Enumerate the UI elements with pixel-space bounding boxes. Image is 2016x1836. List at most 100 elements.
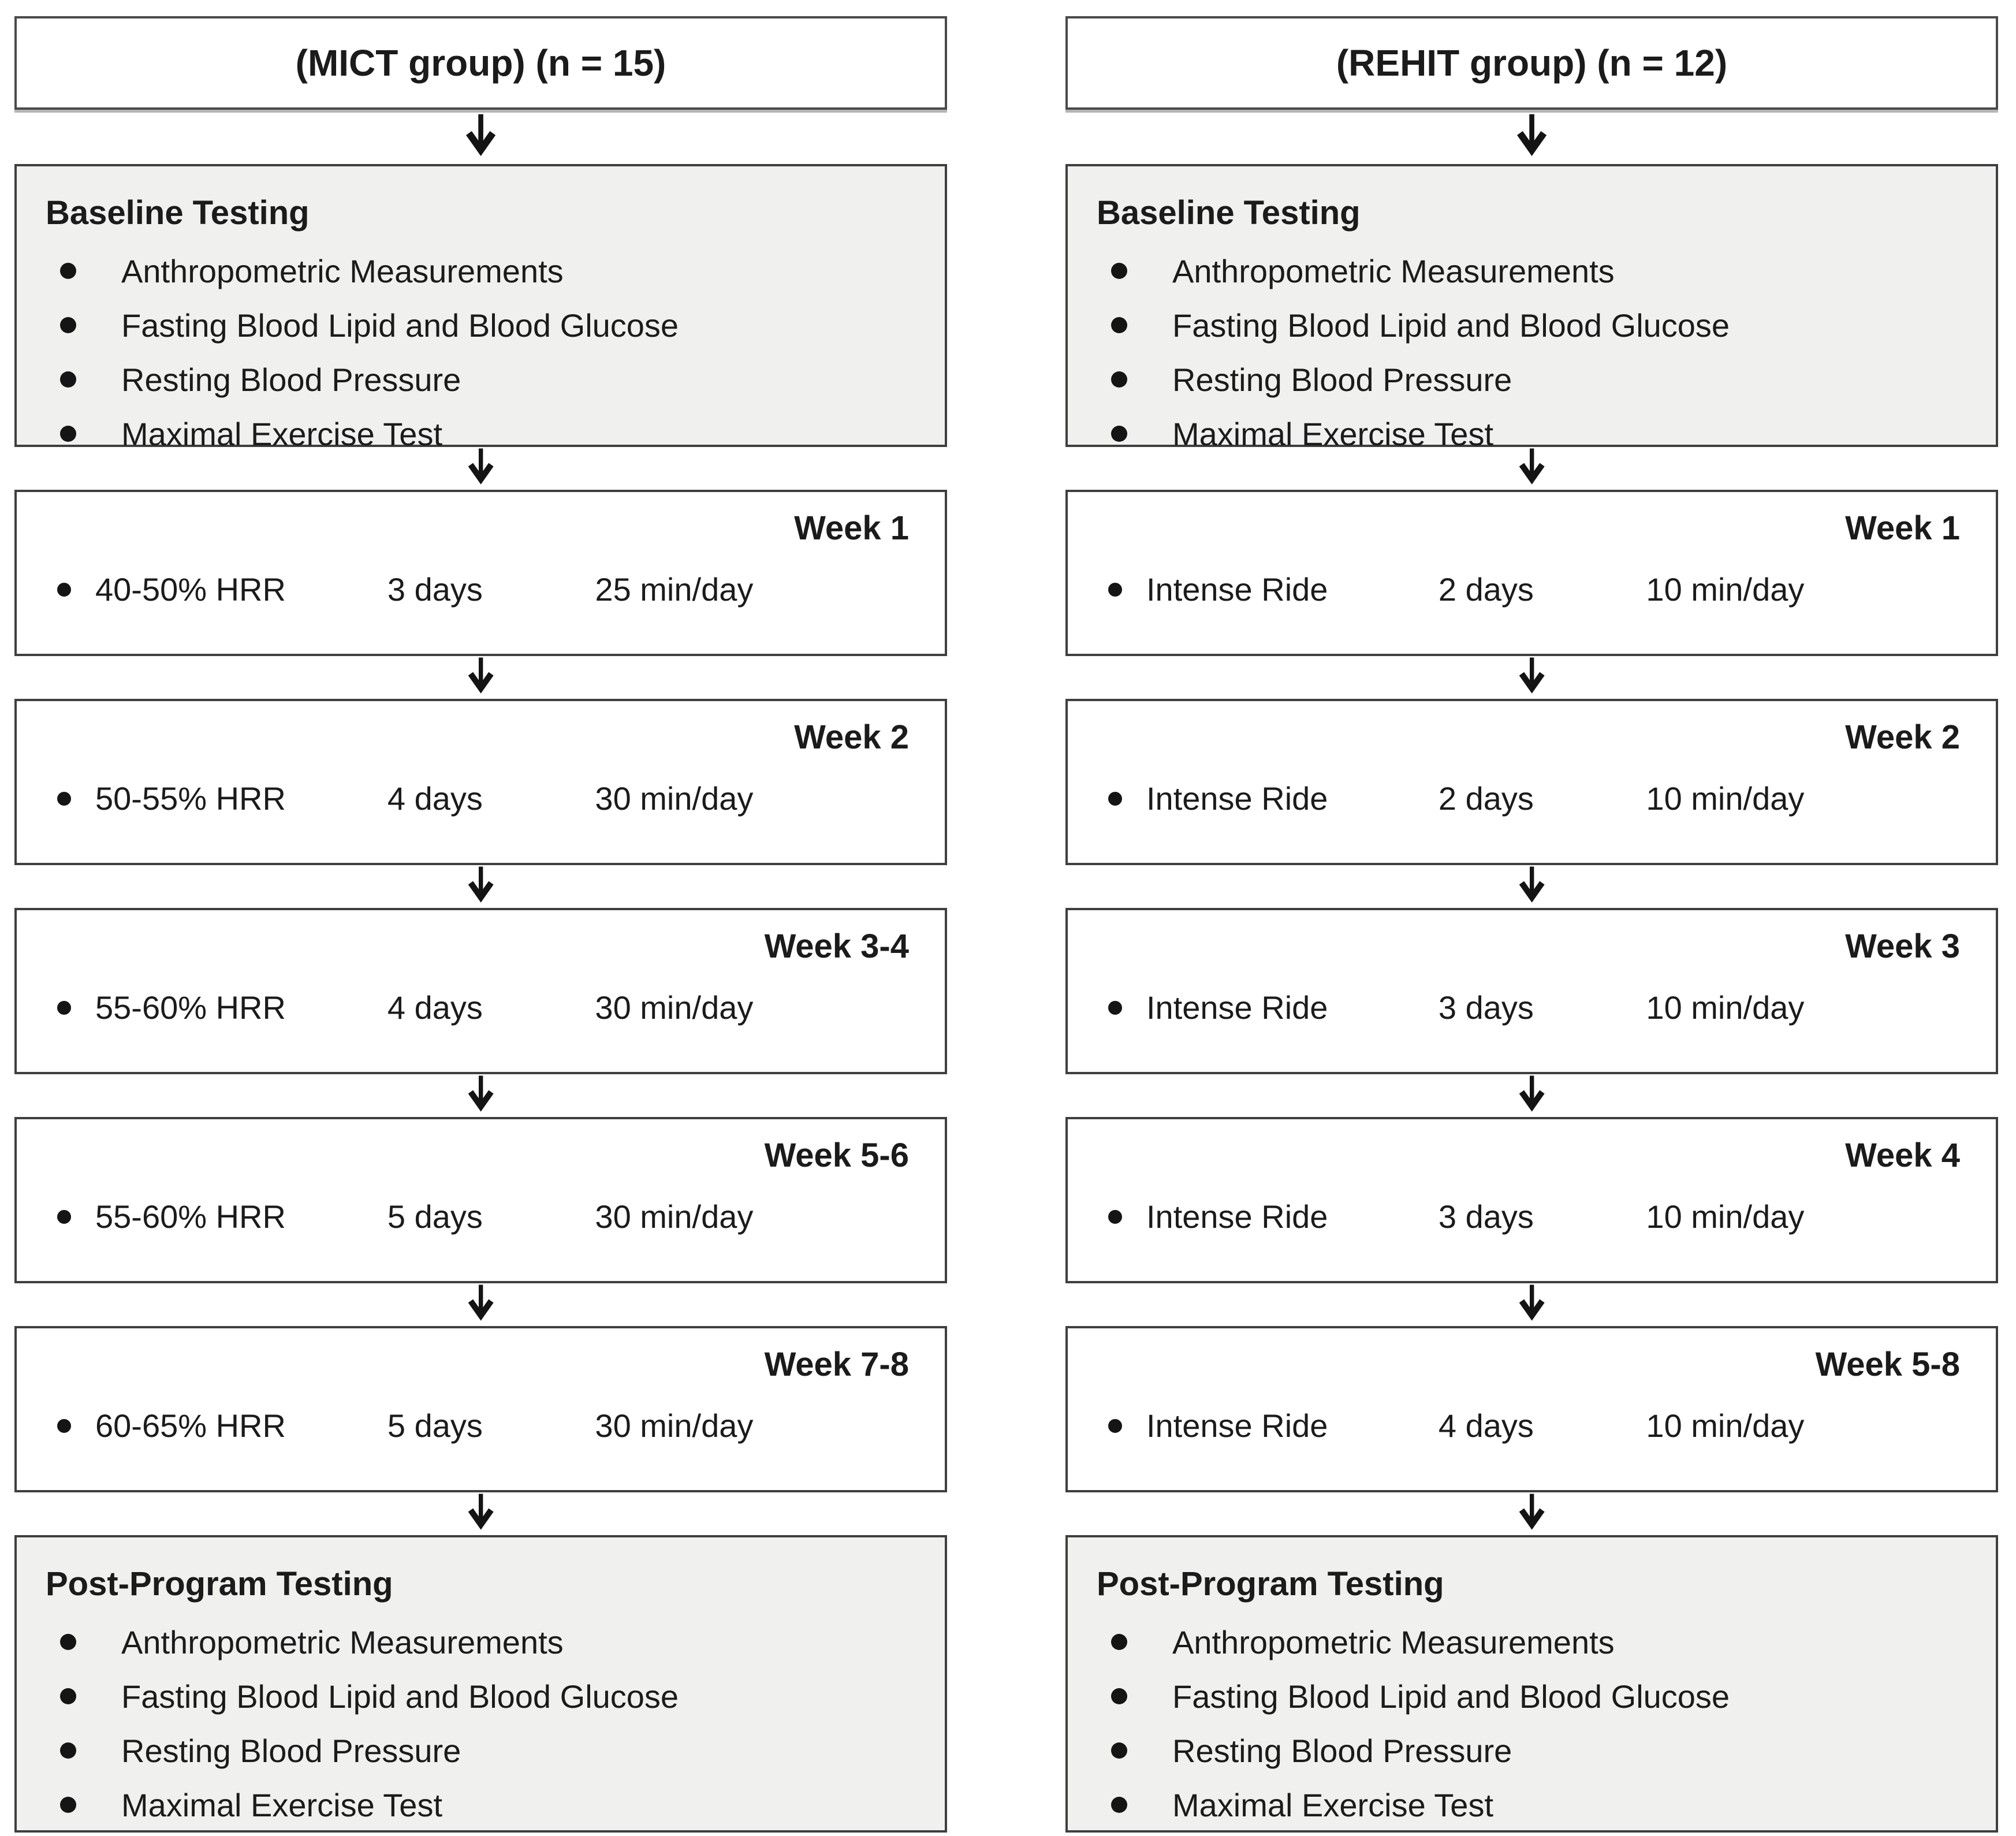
week-label: Week 2 <box>794 718 909 756</box>
post-program-item-label: Fasting Blood Lipid and Blood Glucose <box>121 1678 679 1715</box>
week-days: 4 days <box>1438 1407 1534 1444</box>
week-duration: 30 min/day <box>595 1198 754 1235</box>
week-days: 3 days <box>387 571 483 608</box>
down-arrow-icon <box>1519 1075 1545 1112</box>
post-program-item-label: Anthropometric Measurements <box>121 1623 564 1660</box>
week-intensity-label: Intense Ride <box>1146 989 1328 1026</box>
week-days: 3 days <box>1438 989 1534 1026</box>
down-arrow-icon <box>468 448 494 485</box>
week-row: Intense Ride 2 days 10 min/day <box>1068 780 1996 817</box>
bullet-icon <box>57 1209 71 1224</box>
week-intensity: 40-50% HRR <box>17 571 324 608</box>
down-arrow-icon <box>1519 866 1545 903</box>
flow-connector <box>14 1283 947 1326</box>
bullet-icon <box>1108 791 1122 806</box>
week-intensity: 50-55% HRR <box>17 780 324 817</box>
week-intensity-label: 50-55% HRR <box>95 780 286 817</box>
week-duration: 10 min/day <box>1646 1407 1805 1444</box>
flow-connector <box>14 1492 947 1535</box>
bullet-icon <box>60 1688 76 1704</box>
group-title: (MICT group) (n = 15) <box>295 42 666 84</box>
post-program-item: Resting Blood Pressure <box>46 1723 916 1778</box>
flow-connector <box>1065 1492 1998 1535</box>
baseline-item-label: Resting Blood Pressure <box>1172 361 1512 398</box>
post-program-heading: Post-Program Testing <box>46 1565 393 1603</box>
post-program-item-label: Anthropometric Measurements <box>1172 1623 1615 1660</box>
week-row: 55-60% HRR 4 days 30 min/day <box>17 989 945 1026</box>
week-box: Week 3 Intense Ride 3 days 10 min/day <box>1065 908 1998 1074</box>
week-duration: 10 min/day <box>1646 1198 1805 1235</box>
baseline-item: Maximal Exercise Test <box>46 407 916 461</box>
week-duration: 30 min/day <box>595 989 754 1026</box>
baseline-box: Baseline Testing Anthropometric Measurem… <box>14 164 947 452</box>
flow-connector <box>1065 656 1998 699</box>
post-program-item: Fasting Blood Lipid and Blood Glucose <box>1097 1669 1967 1723</box>
week-intensity-label: Intense Ride <box>1146 1407 1328 1444</box>
bullet-icon <box>1111 1797 1127 1813</box>
baseline-item: Anthropometric Measurements <box>1097 244 1967 298</box>
bullet-icon <box>60 371 76 388</box>
group-title-box: (REHIT group) (n = 12) <box>1065 16 1998 110</box>
baseline-item: Resting Blood Pressure <box>46 352 916 407</box>
week-box: Week 2 Intense Ride 2 days 10 min/day <box>1065 699 1998 865</box>
down-arrow-icon <box>468 1284 494 1321</box>
down-arrow-icon <box>1519 448 1545 485</box>
week-row: 50-55% HRR 4 days 30 min/day <box>17 780 945 817</box>
bullet-icon <box>60 317 76 333</box>
flow-connector <box>14 1074 947 1117</box>
baseline-item-label: Fasting Blood Lipid and Blood Glucose <box>121 307 679 344</box>
week-days: 3 days <box>1438 1198 1534 1235</box>
post-program-list: Anthropometric Measurements Fasting Bloo… <box>1097 1615 1967 1832</box>
bullet-icon <box>1108 582 1122 597</box>
week-duration: 30 min/day <box>595 1407 754 1444</box>
bullet-icon <box>57 1418 71 1433</box>
week-days: 4 days <box>387 989 483 1026</box>
baseline-item-label: Resting Blood Pressure <box>121 361 461 398</box>
baseline-item-label: Anthropometric Measurements <box>121 252 564 289</box>
bullet-icon <box>60 1742 76 1759</box>
bullet-icon <box>1111 1742 1127 1759</box>
week-row: Intense Ride 3 days 10 min/day <box>1068 989 1996 1026</box>
week-label: Week 2 <box>1845 718 1960 756</box>
week-intensity-label: 60-65% HRR <box>95 1407 286 1444</box>
rehit-column: (REHIT group) (n = 12) Baseline Testing … <box>1065 16 1998 1833</box>
flow-connector <box>1065 1074 1998 1117</box>
down-arrow-icon <box>1519 1284 1545 1321</box>
week-intensity-label: Intense Ride <box>1146 571 1328 608</box>
post-program-item-label: Resting Blood Pressure <box>1172 1732 1512 1769</box>
bullet-icon <box>60 1634 76 1650</box>
bullet-icon <box>57 1000 71 1015</box>
baseline-heading: Baseline Testing <box>1097 194 1361 232</box>
post-program-item: Anthropometric Measurements <box>1097 1615 1967 1669</box>
baseline-item: Fasting Blood Lipid and Blood Glucose <box>46 298 916 352</box>
down-arrow-icon <box>1516 114 1547 156</box>
baseline-item: Resting Blood Pressure <box>1097 352 1967 407</box>
bullet-icon <box>1111 371 1127 388</box>
week-intensity: Intense Ride <box>1068 571 1375 608</box>
week-label: Week 3-4 <box>764 928 909 965</box>
week-label: Week 1 <box>1845 509 1960 547</box>
week-days: 4 days <box>387 780 483 817</box>
week-intensity-label: 55-60% HRR <box>95 1198 286 1235</box>
post-program-item: Anthropometric Measurements <box>46 1615 916 1669</box>
week-intensity: Intense Ride <box>1068 1407 1375 1444</box>
week-days: 5 days <box>387 1198 483 1235</box>
baseline-list: Anthropometric Measurements Fasting Bloo… <box>1097 244 1967 461</box>
week-row: 60-65% HRR 5 days 30 min/day <box>17 1407 945 1444</box>
down-arrow-icon <box>1519 657 1545 694</box>
post-program-item-label: Maximal Exercise Test <box>121 1786 443 1823</box>
week-row: Intense Ride 2 days 10 min/day <box>1068 571 1996 608</box>
flow-connector <box>1065 110 1998 164</box>
post-program-item-label: Maximal Exercise Test <box>1172 1786 1494 1823</box>
week-duration: 10 min/day <box>1646 780 1805 817</box>
bullet-icon <box>1111 263 1127 279</box>
week-label: Week 5-8 <box>1815 1346 1960 1383</box>
baseline-item-label: Maximal Exercise Test <box>1172 415 1494 452</box>
week-duration: 10 min/day <box>1646 571 1805 608</box>
week-intensity: 55-60% HRR <box>17 989 324 1026</box>
week-row: Intense Ride 4 days 10 min/day <box>1068 1407 1996 1444</box>
post-program-item-label: Resting Blood Pressure <box>121 1732 461 1769</box>
bullet-icon <box>1111 1688 1127 1704</box>
flow-connector <box>14 447 947 490</box>
flow-connector <box>1065 1283 1998 1326</box>
